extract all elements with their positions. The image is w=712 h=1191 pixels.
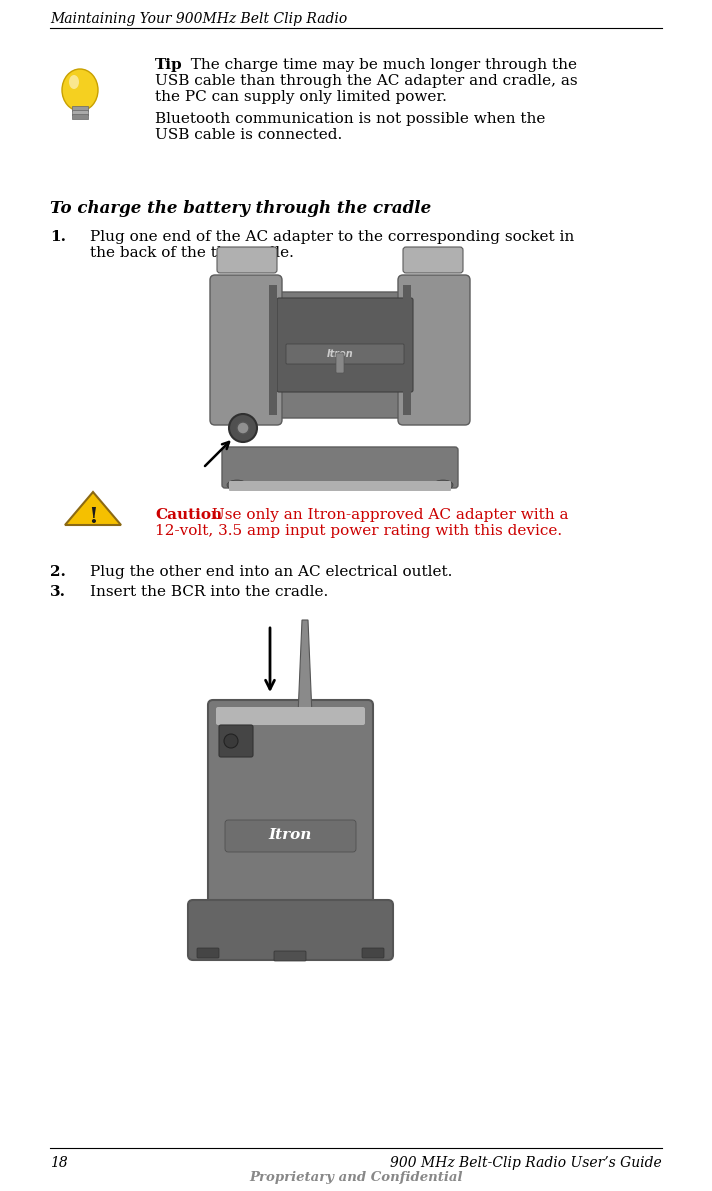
FancyBboxPatch shape (403, 285, 411, 414)
Text: Insert the BCR into the cradle.: Insert the BCR into the cradle. (90, 585, 328, 599)
Text: 12-volt, 3.5 amp input power rating with this device.: 12-volt, 3.5 amp input power rating with… (155, 524, 562, 538)
FancyBboxPatch shape (188, 900, 393, 960)
Polygon shape (65, 492, 121, 525)
Text: 2.: 2. (50, 565, 66, 579)
FancyBboxPatch shape (72, 114, 88, 119)
Text: Caution: Caution (155, 509, 222, 522)
Ellipse shape (433, 480, 453, 490)
Text: 18: 18 (50, 1156, 68, 1170)
Text: Bluetooth communication is not possible when the: Bluetooth communication is not possible … (155, 112, 545, 126)
FancyBboxPatch shape (274, 950, 306, 961)
FancyBboxPatch shape (72, 110, 88, 116)
Text: USB cable than through the AC adapter and cradle, as: USB cable than through the AC adapter an… (155, 74, 577, 88)
Circle shape (229, 414, 257, 442)
FancyBboxPatch shape (362, 948, 384, 958)
FancyBboxPatch shape (225, 819, 356, 852)
Text: Maintaining Your 900MHz Belt Clip Radio: Maintaining Your 900MHz Belt Clip Radio (50, 12, 347, 26)
Ellipse shape (69, 75, 79, 89)
Text: 1.: 1. (50, 230, 66, 244)
FancyBboxPatch shape (208, 700, 373, 910)
FancyBboxPatch shape (398, 275, 470, 425)
FancyBboxPatch shape (210, 275, 282, 425)
FancyBboxPatch shape (336, 353, 344, 373)
FancyBboxPatch shape (197, 948, 219, 958)
FancyBboxPatch shape (216, 707, 365, 725)
FancyBboxPatch shape (269, 285, 277, 414)
FancyBboxPatch shape (277, 298, 413, 392)
Ellipse shape (227, 480, 247, 490)
Circle shape (237, 422, 249, 434)
FancyBboxPatch shape (229, 481, 451, 491)
Text: Use only an Itron-approved AC adapter with a: Use only an Itron-approved AC adapter wi… (207, 509, 568, 522)
FancyBboxPatch shape (403, 247, 463, 273)
FancyBboxPatch shape (286, 344, 404, 364)
FancyBboxPatch shape (219, 725, 253, 757)
Text: Tip: Tip (155, 58, 182, 71)
Text: !: ! (88, 506, 98, 528)
Circle shape (224, 734, 238, 748)
Text: To charge the battery through the cradle: To charge the battery through the cradle (50, 200, 431, 217)
Text: 900 MHz Belt-Clip Radio User’s Guide: 900 MHz Belt-Clip Radio User’s Guide (390, 1156, 662, 1170)
Ellipse shape (62, 69, 98, 111)
Text: Plug the other end into an AC electrical outlet.: Plug the other end into an AC electrical… (90, 565, 452, 579)
Text: the back of the the cradle.: the back of the the cradle. (90, 247, 294, 260)
Text: Itron: Itron (268, 828, 312, 842)
Text: The charge time may be much longer through the: The charge time may be much longer throu… (181, 58, 577, 71)
FancyBboxPatch shape (222, 447, 458, 488)
FancyBboxPatch shape (72, 106, 88, 111)
FancyBboxPatch shape (269, 292, 421, 418)
Text: USB cable is connected.: USB cable is connected. (155, 127, 342, 142)
Text: Itron: Itron (327, 349, 353, 358)
Text: Plug one end of the AC adapter to the corresponding socket in: Plug one end of the AC adapter to the co… (90, 230, 575, 244)
FancyBboxPatch shape (217, 247, 277, 273)
Polygon shape (298, 621, 312, 715)
Text: Proprietary and Confidential: Proprietary and Confidential (249, 1171, 463, 1184)
Text: 3.: 3. (50, 585, 66, 599)
Text: the PC can supply only limited power.: the PC can supply only limited power. (155, 91, 447, 104)
